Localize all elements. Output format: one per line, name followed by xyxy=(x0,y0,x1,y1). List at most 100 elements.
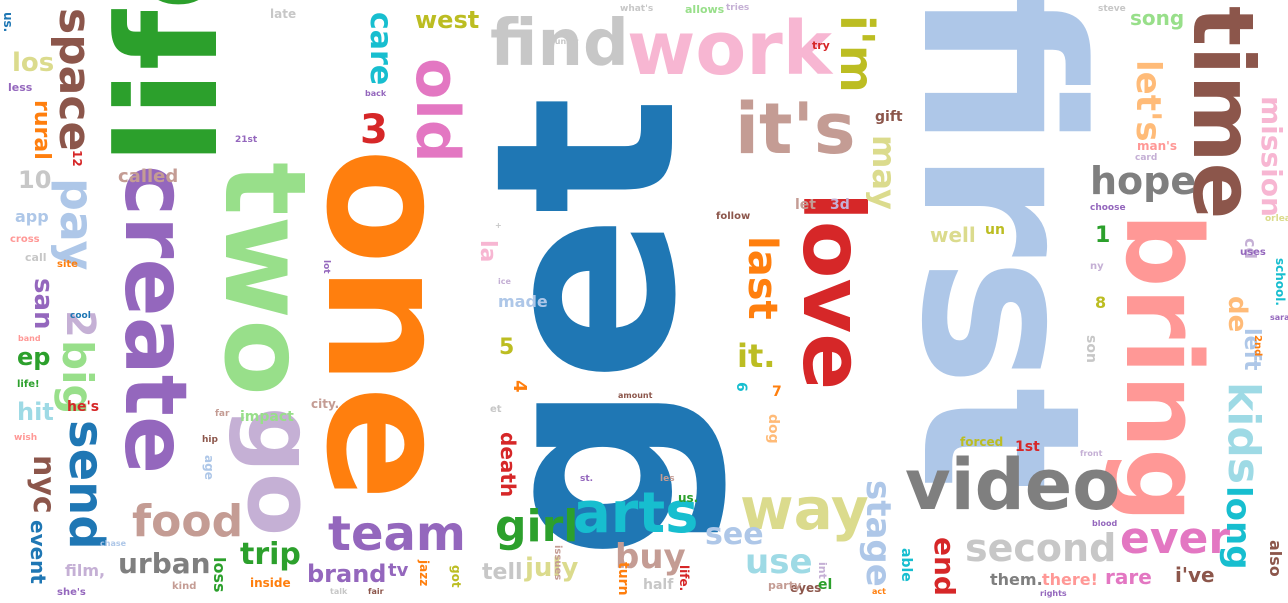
word-song: song xyxy=(1130,6,1185,30)
word-ep: ep xyxy=(17,343,51,371)
word-lot: lot xyxy=(321,260,331,274)
word-issues: issues xyxy=(552,545,563,581)
word-1st: 1st xyxy=(1015,439,1040,455)
word-allows: allows xyxy=(685,3,725,16)
word-mission: mission xyxy=(1255,96,1288,217)
word-send: send xyxy=(58,420,114,550)
word-back: back xyxy=(365,89,387,98)
word-school: school. xyxy=(1273,258,1287,306)
word-turn: turn xyxy=(615,562,631,596)
word-life3: life. xyxy=(677,565,691,592)
word-cross: cross xyxy=(10,234,40,245)
word-band: band xyxy=(18,334,41,343)
word-death: death xyxy=(496,432,520,498)
word-urban: urban xyxy=(118,547,211,580)
word-space: space xyxy=(49,8,100,152)
word-arts: arts xyxy=(573,481,699,546)
word-hes: he's xyxy=(67,399,100,415)
word-uses: uses xyxy=(1240,247,1266,258)
word-west: west xyxy=(415,6,480,34)
word-hope: hope xyxy=(1090,159,1197,203)
word-girl: girl xyxy=(495,501,579,552)
word-16: + xyxy=(495,221,502,230)
word-may: may xyxy=(865,135,903,210)
word-late: late xyxy=(270,7,297,21)
word-lets: let's xyxy=(1128,60,1168,142)
word-8: 8 xyxy=(1095,293,1107,312)
word-bring: bring xyxy=(1102,213,1224,523)
word-go: go xyxy=(227,407,334,537)
word-talk: talk xyxy=(330,587,348,596)
word-event: event xyxy=(26,520,50,584)
word-hip: hip xyxy=(202,435,218,445)
word-plus: made xyxy=(498,292,548,311)
word-eyes: eyes xyxy=(790,581,822,595)
word-ive: i've xyxy=(1175,563,1215,587)
word-act: act xyxy=(872,587,886,596)
word-long: long xyxy=(1218,486,1258,570)
word-us2: us. xyxy=(1,12,15,33)
word-life2: life! xyxy=(17,379,40,390)
word-st: st. xyxy=(580,474,594,484)
word-able: able xyxy=(898,548,914,582)
word-them: them. xyxy=(990,570,1043,589)
word-la: la xyxy=(475,240,500,263)
word-trip: trip xyxy=(240,537,301,572)
word-tv: tv xyxy=(388,560,409,581)
word-5: 5 xyxy=(499,335,515,360)
word-city: city. xyxy=(311,397,340,411)
word-loss: loss xyxy=(210,557,229,593)
word-10: 10 xyxy=(18,166,52,194)
word-life: life xyxy=(88,0,249,165)
word-two: two xyxy=(199,162,329,396)
word-party: party xyxy=(768,579,802,592)
word-old: old xyxy=(402,58,472,163)
word-kind: kind xyxy=(172,581,197,592)
word-july: july xyxy=(525,553,579,583)
word-find: find xyxy=(490,7,629,81)
word-us: us. xyxy=(678,491,699,505)
word-care: care xyxy=(363,12,398,86)
word-les: les xyxy=(660,474,675,484)
word-san: san xyxy=(28,278,58,330)
word-age: age xyxy=(202,455,216,480)
word-3: 3 xyxy=(360,107,388,153)
word-rights: rights xyxy=(1040,589,1067,598)
word-well: well xyxy=(930,223,976,247)
word-21st: 21st xyxy=(235,135,258,145)
word-whats: what's xyxy=(620,4,654,14)
word-junior: junior xyxy=(552,37,579,46)
word-tell: tell xyxy=(482,560,523,585)
word-el: el xyxy=(818,577,833,593)
word-ny: ny xyxy=(1090,261,1104,272)
word-shes: she's xyxy=(57,587,86,598)
word-jazz: jazz xyxy=(417,560,431,587)
word-video: video xyxy=(905,444,1121,526)
word-half: half xyxy=(643,577,674,593)
word-end: end xyxy=(928,537,961,596)
word-called: called xyxy=(118,166,179,187)
word-dog: dog xyxy=(765,414,781,444)
word-it: it. xyxy=(737,337,776,375)
word-4: 4 xyxy=(509,380,530,393)
word-kids: kids xyxy=(1218,382,1269,485)
word-slash: 7 xyxy=(772,384,782,400)
word-gift: gift xyxy=(875,109,903,125)
word-try: try xyxy=(812,39,830,52)
word-et: et xyxy=(490,404,502,415)
word-forced: forced xyxy=(960,435,1004,449)
word-there: there! xyxy=(1042,570,1098,589)
word-un: un xyxy=(985,222,1005,238)
word-less: less xyxy=(8,81,33,94)
word-mans: man's xyxy=(1137,139,1177,153)
word-first: first xyxy=(873,0,1126,492)
word-work: work xyxy=(627,6,832,92)
word-12: 12 xyxy=(70,150,84,167)
word-2nd: 2nd xyxy=(1252,335,1263,357)
word-sarah: sarah xyxy=(1270,313,1288,322)
word-de: de xyxy=(1222,296,1252,333)
word-impact: impact xyxy=(240,409,294,425)
word-fair: fair xyxy=(368,587,384,596)
word-card: card xyxy=(1135,153,1158,163)
